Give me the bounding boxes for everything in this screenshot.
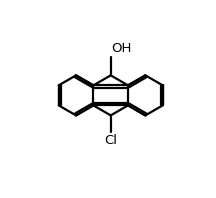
Text: Cl: Cl	[104, 134, 117, 147]
Text: OH: OH	[111, 42, 132, 55]
